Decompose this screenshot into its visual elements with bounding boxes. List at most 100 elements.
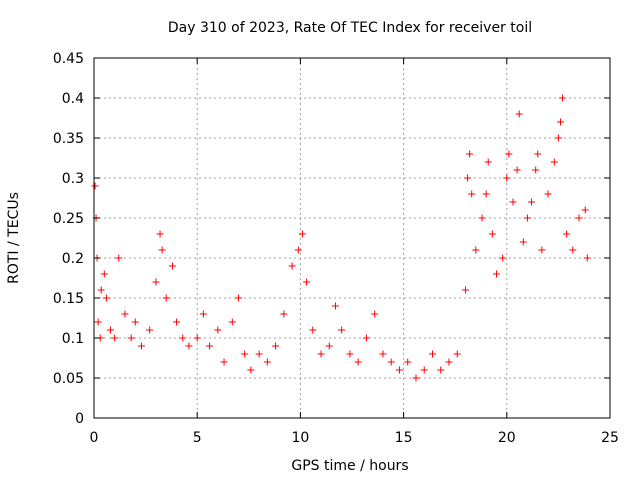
data-point: [111, 334, 119, 342]
data-point: [464, 174, 472, 182]
data-point: [127, 334, 135, 342]
data-point: [91, 182, 99, 190]
grid-layer: [94, 58, 610, 418]
tick-labels-layer: 0 5 10 15 20 25 0 0.05 0.1 0.15 0.2 0.25 0.3 0.35 0.4 0…: [53, 51, 619, 446]
data-point: [94, 318, 102, 326]
data-point: [303, 278, 311, 286]
data-point: [371, 310, 379, 318]
data-point: [185, 342, 193, 350]
data-point: [156, 230, 164, 238]
data-point: [152, 278, 160, 286]
data-point: [331, 302, 339, 310]
data-point: [168, 262, 176, 270]
data-point: [325, 342, 333, 350]
data-point: [115, 254, 123, 262]
y-tick-label: 0.3: [62, 171, 84, 187]
data-point: [294, 246, 302, 254]
data-point: [420, 366, 428, 374]
data-point: [228, 318, 236, 326]
data-point: [499, 254, 507, 262]
data-point: [288, 262, 296, 270]
data-point: [263, 358, 271, 366]
data-point: [488, 230, 496, 238]
data-point: [173, 318, 181, 326]
y-tick-label: 0.2: [62, 251, 84, 267]
y-tick-label: 0.25: [53, 211, 84, 227]
y-tick-label: 0.4: [62, 91, 84, 107]
data-point: [107, 326, 115, 334]
data-point: [462, 286, 470, 294]
data-point: [445, 358, 453, 366]
data-point: [437, 366, 445, 374]
data-point: [395, 366, 403, 374]
data-point: [515, 110, 523, 118]
data-point: [583, 254, 591, 262]
data-point: [503, 174, 511, 182]
data-point: [346, 350, 354, 358]
y-tick-label: 0.15: [53, 291, 84, 307]
chart-title: Day 310 of 2023, Rate Of TEC Index for r…: [168, 20, 532, 36]
data-point: [528, 198, 536, 206]
data-point: [519, 238, 527, 246]
data-point: [309, 326, 317, 334]
data-point: [478, 214, 486, 222]
y-tick-label: 0.35: [53, 131, 84, 147]
data-point: [220, 358, 228, 366]
data-point: [534, 150, 542, 158]
x-tick-label: 25: [601, 430, 619, 446]
data-point: [97, 286, 105, 294]
data-point: [137, 342, 145, 350]
data-point: [241, 350, 249, 358]
data-point: [509, 198, 517, 206]
x-axis-label: GPS time / hours: [291, 458, 408, 474]
data-point: [492, 270, 500, 278]
data-point: [513, 166, 521, 174]
data-point: [162, 294, 170, 302]
data-point: [428, 350, 436, 358]
plot-frame: [93, 57, 611, 419]
data-point: [523, 214, 531, 222]
data-point: [206, 342, 214, 350]
data-point: [214, 326, 222, 334]
data-point: [468, 190, 476, 198]
data-point: [298, 230, 306, 238]
y-tick-label: 0.05: [53, 371, 84, 387]
data-point: [404, 358, 412, 366]
data-point: [569, 246, 577, 254]
data-point: [199, 310, 207, 318]
x-tick-label: 20: [498, 430, 516, 446]
data-point: [581, 206, 589, 214]
data-point: [158, 246, 166, 254]
data-point: [554, 134, 562, 142]
data-point: [338, 326, 346, 334]
y-axis-label: ROTI / TECUs: [6, 192, 22, 284]
data-point: [472, 246, 480, 254]
data-point: [466, 150, 474, 158]
data-point: [131, 318, 139, 326]
y-tick-label: 0.45: [53, 51, 84, 67]
data-point: [121, 310, 129, 318]
data-point: [538, 246, 546, 254]
data-point: [100, 270, 108, 278]
points-layer: [91, 94, 591, 382]
data-point: [559, 94, 567, 102]
ticks-layer: [93, 57, 611, 419]
data-point: [563, 230, 571, 238]
x-tick-label: 0: [90, 430, 99, 446]
data-point: [280, 310, 288, 318]
data-point: [255, 350, 263, 358]
data-point: [193, 334, 201, 342]
data-point: [102, 294, 110, 302]
data-point: [484, 158, 492, 166]
data-point: [234, 294, 242, 302]
data-point: [482, 190, 490, 198]
data-point: [247, 366, 255, 374]
data-point: [556, 118, 564, 126]
data-point: [544, 190, 552, 198]
x-tick-label: 10: [291, 430, 309, 446]
data-point: [505, 150, 513, 158]
data-point: [362, 334, 370, 342]
